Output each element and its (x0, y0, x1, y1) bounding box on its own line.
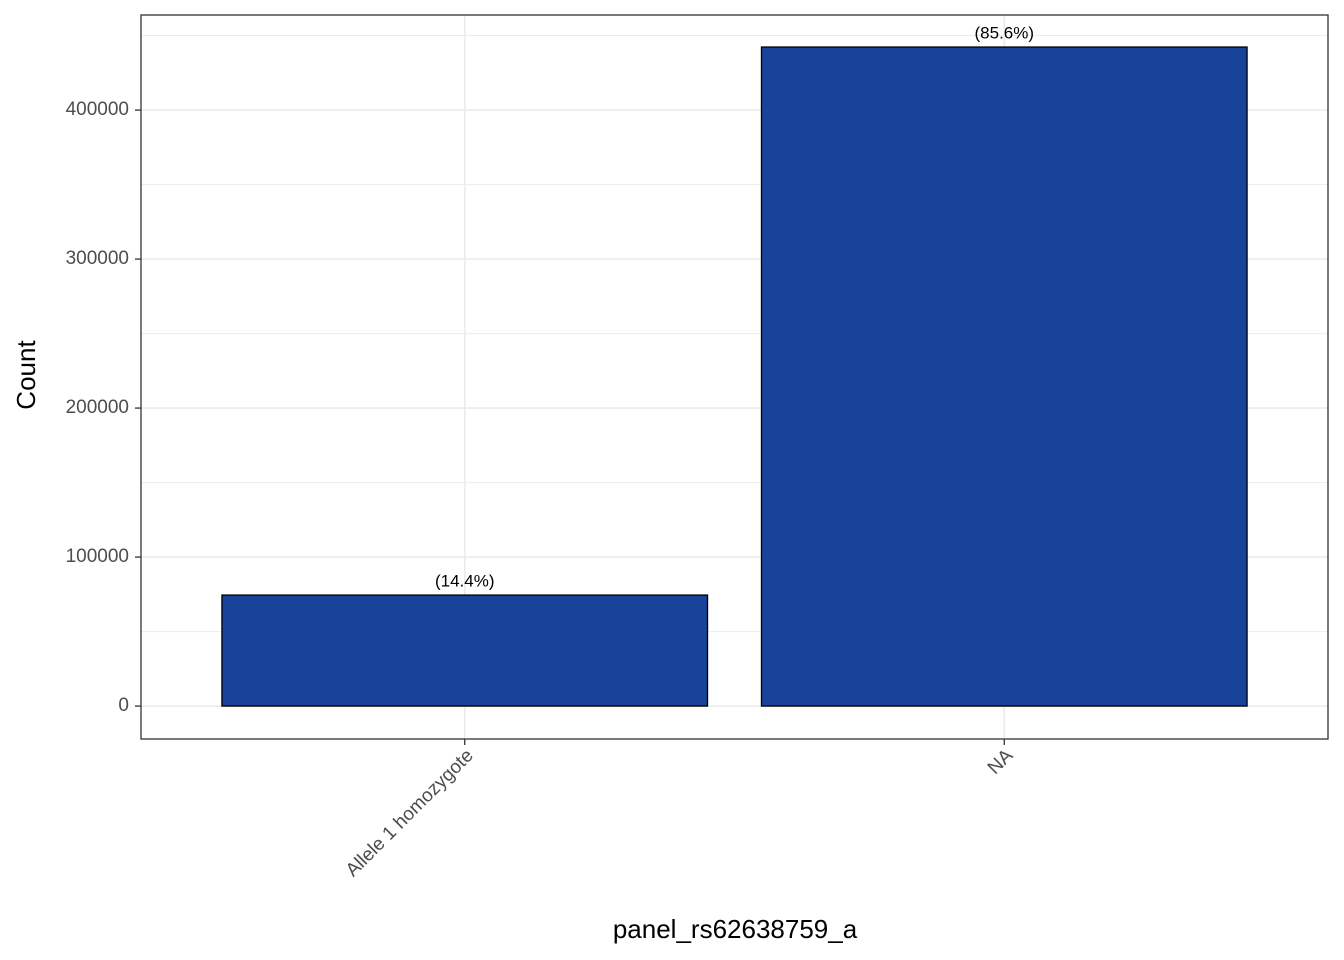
value-label: (85.6%) (975, 24, 1035, 43)
bar (760, 46, 1248, 707)
x-axis-title: panel_rs62638759_a (613, 914, 858, 944)
panel-border (140, 14, 1329, 740)
y-tick-label: 400000 (66, 99, 129, 120)
x-tick-label: NA (984, 745, 1018, 779)
y-tick-label: 0 (118, 695, 129, 716)
x-tick-label: Allele 1 homozygote (342, 745, 478, 881)
marks: (14.4%) (85.6%) (221, 24, 1248, 707)
y-tick-label: 300000 (66, 248, 129, 269)
y-axis-title: Count (11, 340, 41, 410)
value-label: (14.4%) (435, 572, 495, 591)
y-tick-label: 200000 (66, 397, 129, 418)
bar (221, 594, 709, 707)
y-tick-label: 100000 (66, 546, 129, 567)
